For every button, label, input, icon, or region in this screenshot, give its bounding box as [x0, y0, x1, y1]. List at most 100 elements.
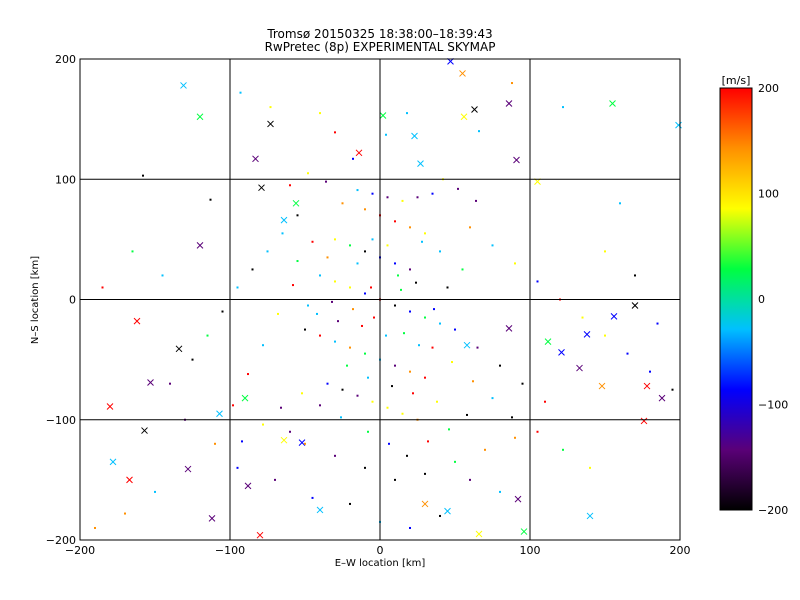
- scatter-cross-stroke: [576, 364, 583, 372]
- scatter-dot: [289, 184, 291, 187]
- scatter-dot: [269, 106, 272, 109]
- scatter-dot: [514, 262, 516, 265]
- scatter-dot: [499, 490, 501, 493]
- scatter-dot: [352, 308, 354, 311]
- scatter-dot: [604, 250, 606, 253]
- scatter-dot: [331, 300, 333, 303]
- scatter-cross-stroke: [610, 312, 618, 320]
- scatter-dot: [262, 423, 264, 426]
- scatter-dot: [370, 286, 372, 289]
- scatter-cross-stroke: [180, 82, 187, 89]
- scatter-cross: [505, 100, 513, 107]
- scatter-dot: [296, 214, 299, 217]
- scatter-dot: [619, 202, 621, 205]
- scatter-cross-stroke: [280, 216, 288, 224]
- scatter-cross: [208, 515, 216, 522]
- colorbar-tick-label: 200: [758, 82, 779, 95]
- scatter-dot: [394, 364, 396, 367]
- scatter-dot: [356, 394, 359, 397]
- scatter-cross-stroke: [379, 112, 387, 119]
- scatter-dot: [131, 250, 134, 253]
- scatter-cross: [280, 436, 288, 444]
- scatter-dot: [562, 448, 564, 451]
- scatter-dot: [454, 460, 456, 463]
- scatter-cross: [106, 403, 114, 410]
- scatter-cross: [444, 507, 451, 515]
- scatter-cross-stroke: [267, 120, 274, 128]
- scatter-dot: [239, 91, 242, 94]
- scatter-dot: [439, 514, 441, 517]
- scatter-cross: [520, 528, 528, 535]
- y-tick-label: 100: [55, 173, 76, 186]
- scatter-dot: [124, 512, 126, 515]
- scatter-dot: [469, 478, 471, 481]
- scatter-dot: [161, 274, 164, 277]
- scatter-cross: [241, 394, 249, 402]
- scatter-cross-stroke: [252, 155, 259, 163]
- scatter-cross: [463, 341, 471, 349]
- scatter-dot: [209, 198, 212, 201]
- x-tick-label: −200: [65, 544, 95, 557]
- colorbar-label: [m/s]: [722, 74, 751, 87]
- scatter-cross: [379, 112, 387, 119]
- scatter-dot: [431, 192, 434, 195]
- scatter-cross-stroke: [196, 242, 204, 249]
- scatter-cross: [147, 379, 154, 386]
- scatter-cross-stroke: [631, 302, 639, 309]
- scatter-dot: [386, 196, 389, 199]
- scatter-dot: [491, 244, 494, 247]
- scatter-cross-stroke: [463, 341, 471, 349]
- scatter-dot: [356, 262, 359, 265]
- scatter-cross-stroke: [520, 528, 528, 535]
- scatter-cross-stroke: [280, 436, 288, 444]
- x-tick-label: 0: [377, 544, 384, 557]
- scatter-cross: [583, 331, 591, 338]
- scatter-cross: [126, 476, 133, 484]
- scatter-dot: [319, 404, 321, 407]
- scatter-cross-stroke: [658, 394, 666, 402]
- scatter-dot: [634, 274, 636, 277]
- scatter-dot: [401, 412, 404, 415]
- scatter-cross: [216, 410, 223, 418]
- scatter-cross-stroke: [444, 507, 451, 515]
- colorbar-tick-label: 0: [758, 293, 765, 306]
- scatter-dot: [656, 322, 659, 325]
- scatter-cross: [258, 184, 265, 192]
- scatter-dot: [262, 344, 264, 347]
- scatter-dot: [371, 238, 374, 241]
- scatter-dot: [169, 382, 171, 385]
- scatter-cross-stroke: [505, 325, 513, 332]
- scatter-cross: [640, 417, 648, 425]
- scatter-dot: [412, 392, 414, 395]
- scatter-dot: [386, 244, 389, 247]
- scatter-dot: [319, 112, 321, 115]
- scatter-dot: [206, 334, 209, 337]
- scatter-dot: [439, 250, 441, 253]
- scatter-cross: [558, 349, 565, 356]
- scatter-dot: [484, 448, 486, 451]
- scatter-dot: [232, 404, 234, 407]
- scatter-dot: [292, 284, 294, 287]
- x-axis-label: E–W location [km]: [335, 558, 426, 569]
- scatter-cross-stroke: [598, 382, 606, 390]
- scatter-dot: [406, 454, 408, 457]
- scatter-dot: [446, 286, 449, 289]
- scatter-dot: [649, 370, 651, 373]
- colorbar-ramp: [719, 87, 753, 511]
- scatter-dot: [367, 430, 369, 433]
- scatter-cross-stroke: [175, 345, 183, 353]
- scatter-cross-stroke: [244, 482, 252, 490]
- scatter-dot: [154, 490, 156, 493]
- scatter-dot: [409, 226, 411, 229]
- scatter-dot: [236, 466, 239, 469]
- scatter-dot: [352, 157, 354, 160]
- scatter-dot: [367, 376, 369, 379]
- scatter-dot: [409, 526, 411, 529]
- scatter-cross: [133, 317, 141, 325]
- scatter-dot: [304, 328, 306, 331]
- scatter-cross-stroke: [216, 410, 223, 418]
- scatter-dot: [394, 220, 396, 223]
- scatter-cross: [421, 500, 429, 508]
- scatter-dot: [397, 274, 399, 277]
- scatter-cross: [459, 70, 466, 77]
